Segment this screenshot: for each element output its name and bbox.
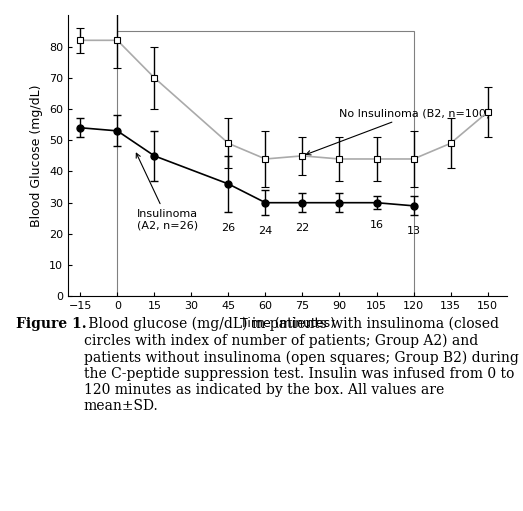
Text: Blood glucose (mg/dL) in patients with insulinoma (closed circles with index of : Blood glucose (mg/dL) in patients with i… [84, 317, 518, 413]
Text: Figure 1.: Figure 1. [16, 317, 86, 331]
Y-axis label: Blood Glucose (mg/dL): Blood Glucose (mg/dL) [30, 85, 43, 227]
Text: 22: 22 [295, 223, 310, 233]
Text: 24: 24 [258, 226, 272, 236]
Text: 16: 16 [370, 220, 383, 230]
Text: 26: 26 [221, 223, 235, 233]
Text: 13: 13 [406, 226, 420, 236]
Text: Insulinoma
(A2, n=26): Insulinoma (A2, n=26) [136, 153, 198, 230]
Text: No Insulinoma (B2, n=100): No Insulinoma (B2, n=100) [306, 108, 491, 155]
X-axis label: Time (minutes): Time (minutes) [240, 317, 335, 330]
Bar [117, 31, 414, 296]
